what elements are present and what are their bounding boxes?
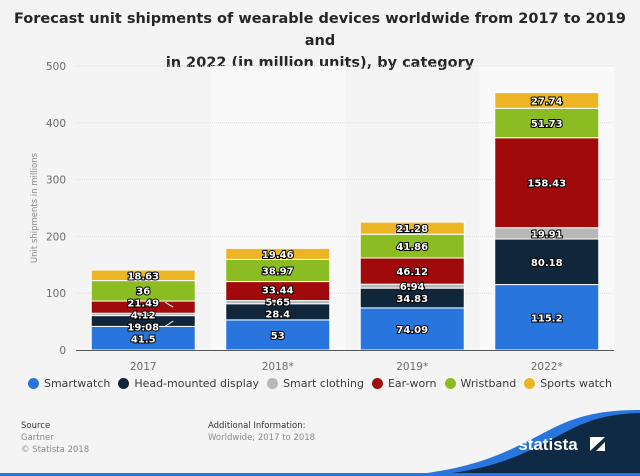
- y-axis-label: Unit shipments in millions: [30, 152, 40, 263]
- bar-segment-head-mounted-display: [494, 238, 600, 286]
- legend-item[interactable]: Wristband: [444, 377, 517, 390]
- additional-info-block: Additional Information: Worldwide; 2017 …: [208, 420, 315, 444]
- y-tick-label: 0: [59, 345, 66, 357]
- copyright-text: © Statista 2018: [21, 445, 90, 455]
- data-label: 27.74: [531, 96, 563, 107]
- y-tick-label: 300: [46, 175, 66, 187]
- x-tick-label: 2022*: [531, 361, 563, 373]
- data-label: 28.4: [265, 310, 290, 321]
- chart-legend: Smartwatch Head-mounted display Smart clot…: [0, 377, 640, 390]
- data-label: 115.2: [531, 313, 563, 324]
- data-label: 5.65: [265, 298, 290, 309]
- bar-segment-sports-watch: [494, 92, 600, 109]
- legend-item[interactable]: Ear-worn: [371, 377, 437, 390]
- data-label: 38.97: [262, 266, 294, 277]
- data-label: 36: [136, 286, 150, 297]
- bar-segment-smartwatch: [494, 284, 600, 351]
- data-label: 34.83: [396, 294, 428, 305]
- legend-label: Smart clothing: [283, 377, 364, 390]
- bar-segment-wristband: [494, 107, 600, 139]
- y-tick-label: 100: [46, 288, 66, 300]
- data-label: 158.43: [527, 179, 566, 190]
- data-label: 19.46: [262, 250, 294, 261]
- legend-dot-icon: [118, 378, 130, 389]
- y-tick-label: 500: [46, 61, 66, 73]
- data-label-leader: [164, 320, 174, 327]
- x-tick-label: 2019*: [396, 361, 428, 373]
- x-tick-label: 2017: [130, 361, 157, 373]
- legend-label: Head-mounted display: [134, 377, 260, 390]
- brand-logo-text[interactable]: statista: [518, 435, 578, 454]
- brand-logo-icon: [590, 437, 605, 451]
- additional-info-label: Additional Information:: [208, 421, 306, 431]
- data-label-leader: [164, 301, 174, 308]
- data-label: 46.12: [396, 267, 428, 278]
- data-label: 74.09: [396, 325, 428, 336]
- legend-item[interactable]: Head-mounted display: [118, 377, 259, 390]
- data-label: 18.63: [127, 271, 159, 282]
- legend-item[interactable]: Smartwatch: [27, 377, 111, 390]
- y-tick-label: 200: [46, 231, 66, 243]
- legend-dot-icon: [444, 378, 456, 389]
- additional-info-value: Worldwide; 2017 to 2018: [208, 433, 316, 443]
- brand-bottom-line: [0, 473, 640, 476]
- legend-dot-icon: [524, 378, 536, 389]
- x-tick-label: 2018*: [262, 361, 294, 373]
- legend-label: Smartwatch: [43, 377, 111, 390]
- chart-title-line-1: Forecast unit shipments of wearable devi…: [13, 11, 627, 49]
- data-label: 19.08: [127, 322, 159, 333]
- bar-segment-sports-watch: [90, 269, 196, 282]
- data-label: 4.12: [131, 310, 156, 321]
- bar-segment-sports-watch: [359, 221, 465, 235]
- y-tick-label: 400: [46, 118, 66, 130]
- bar-segment-smartwatch: [225, 319, 331, 351]
- legend-dot-icon: [371, 378, 383, 389]
- legend-dot-icon: [267, 378, 279, 389]
- source-block: Source Gartner © Statista 2018: [21, 420, 89, 456]
- data-label: 41.5: [131, 334, 156, 345]
- data-label: 19.91: [531, 229, 563, 240]
- data-label: 41.86: [396, 242, 428, 253]
- bar-segment-sports-watch: [225, 247, 331, 260]
- legend-item[interactable]: Sports watch: [524, 377, 612, 390]
- data-label: 33.44: [262, 286, 294, 297]
- data-label: 80.18: [531, 258, 563, 269]
- data-label: 53: [271, 331, 285, 342]
- data-label: 51.73: [531, 119, 563, 130]
- legend-label: Wristband: [460, 377, 517, 390]
- data-label: 21.28: [396, 224, 428, 235]
- data-label: 21.49: [127, 298, 159, 309]
- legend-dot-icon: [27, 378, 39, 389]
- bar-segment-ear-worn: [494, 137, 600, 229]
- brand-wave-dark: [420, 413, 640, 476]
- legend-label: Ear-worn: [387, 377, 437, 390]
- legend-label: Sports watch: [540, 377, 613, 390]
- source-label: Source: [21, 421, 51, 431]
- source-value[interactable]: Gartner: [21, 433, 54, 443]
- data-label: 6.94: [400, 282, 425, 293]
- legend-item[interactable]: Smart clothing: [267, 377, 364, 390]
